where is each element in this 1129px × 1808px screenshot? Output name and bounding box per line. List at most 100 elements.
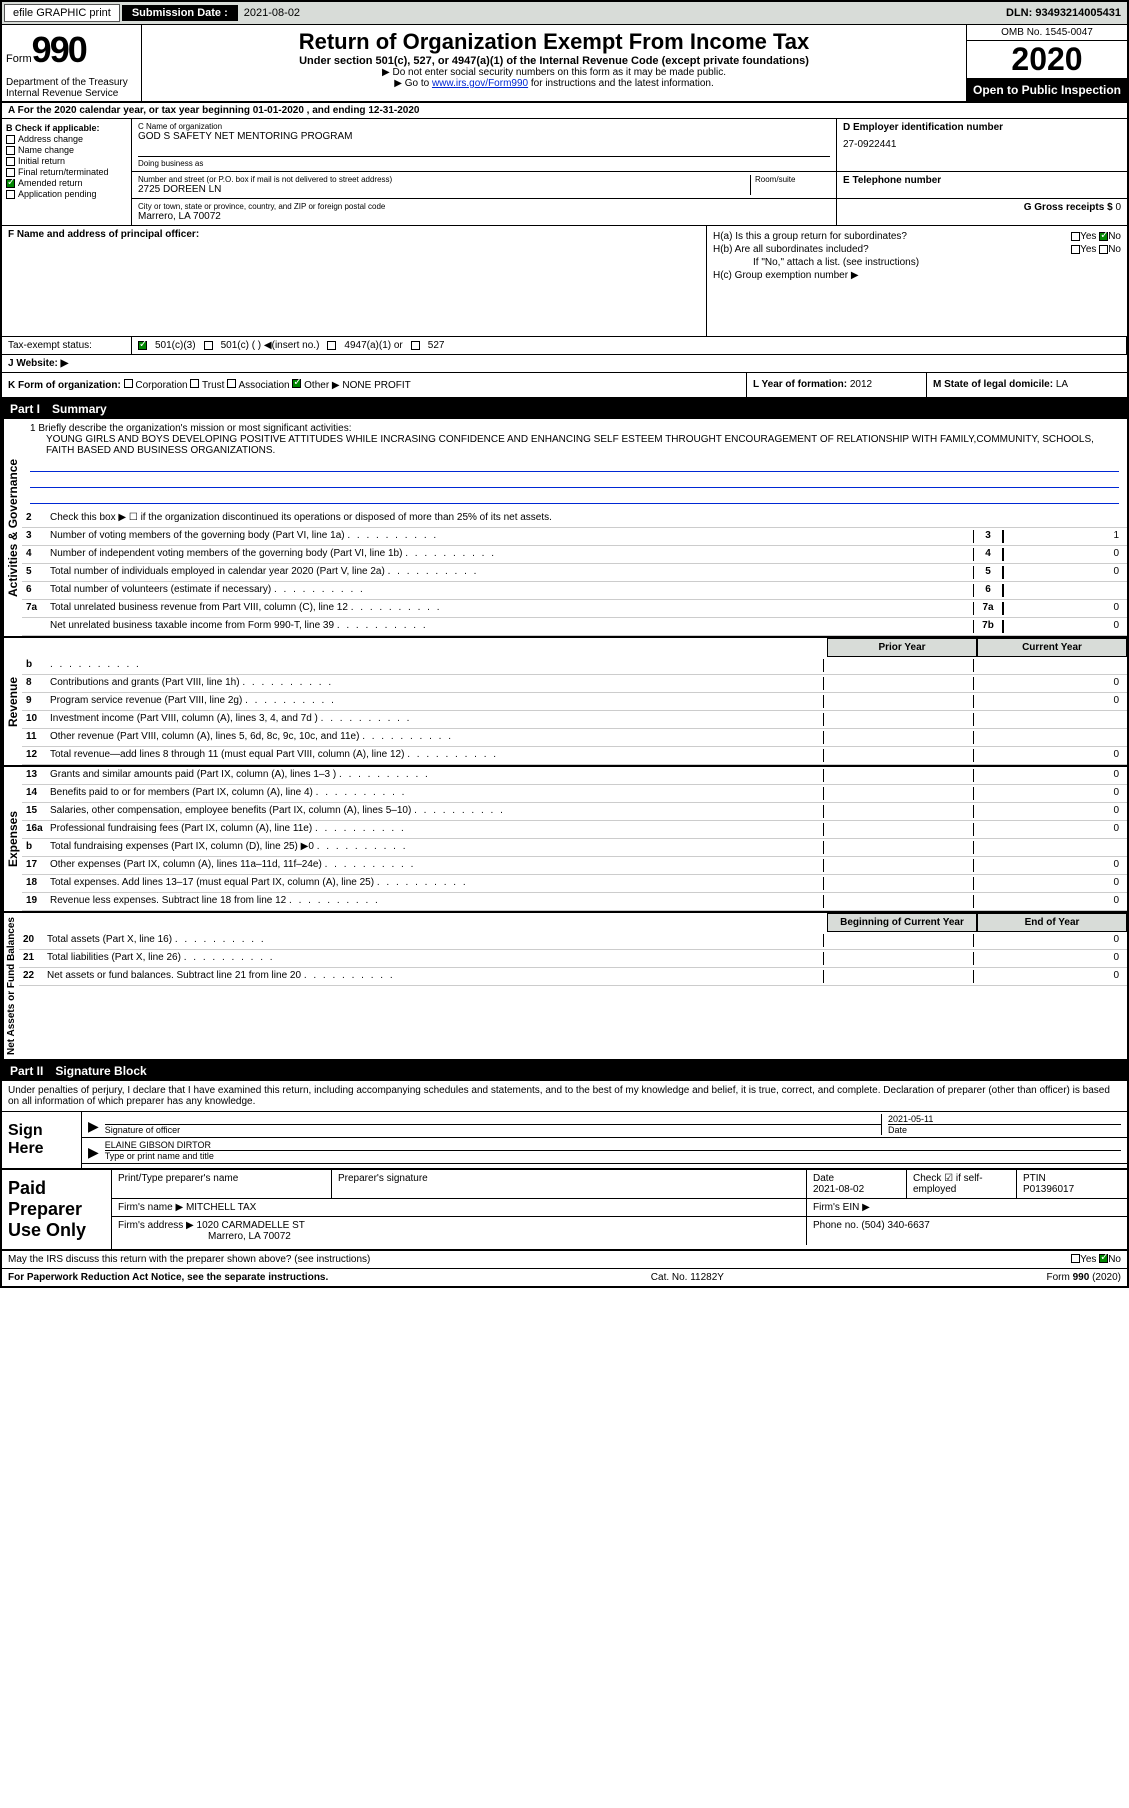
note-pre: ▶ Go to: [394, 78, 432, 89]
org-name-block: C Name of organization GOD S SAFETY NET …: [132, 119, 837, 171]
line-15: 15Salaries, other compensation, employee…: [22, 803, 1127, 821]
hb-no[interactable]: [1099, 245, 1108, 254]
chk-4947[interactable]: [327, 341, 336, 350]
chk-other[interactable]: [292, 379, 301, 388]
col-b-checkboxes: B Check if applicable: Address change Na…: [2, 119, 132, 225]
form-subtitle: Under section 501(c), 527, or 4947(a)(1)…: [150, 55, 958, 67]
dln: DLN: 93493214005431: [1000, 5, 1127, 21]
submission-date: 2021-08-02: [238, 5, 306, 21]
cat-no: Cat. No. 11282Y: [328, 1272, 1046, 1283]
vtab-exp: Expenses: [2, 767, 22, 911]
form-footer: Form 990 (2020): [1047, 1272, 1121, 1283]
line-10: 10Investment income (Part VIII, column (…: [22, 711, 1127, 729]
h-a: H(a) Is this a group return for subordin…: [713, 231, 1121, 242]
line-19: 19Revenue less expenses. Subtract line 1…: [22, 893, 1127, 911]
expenses-section: Expenses 13Grants and similar amounts pa…: [2, 767, 1127, 913]
gross-receipts-block: G Gross receipts $ 0: [837, 199, 1127, 225]
chk-amended-return[interactable]: Amended return: [6, 178, 127, 188]
submission-date-label: Submission Date :: [122, 5, 238, 21]
line-17: 17Other expenses (Part IX, column (A), l…: [22, 857, 1127, 875]
form-title: Return of Organization Exempt From Incom…: [150, 29, 958, 55]
part1-no: Part I: [10, 402, 40, 416]
ein-label: D Employer identification number: [843, 122, 1003, 133]
col-k: K Form of organization: Corporation Trus…: [2, 373, 747, 397]
org-name-label: C Name of organization: [138, 122, 830, 131]
chk-trust[interactable]: [190, 379, 199, 388]
discuss-no[interactable]: [1099, 1254, 1108, 1263]
net-assets-section: Net Assets or Fund Balances Beginning of…: [2, 913, 1127, 1061]
mission-block: 1 Briefly describe the organization's mi…: [22, 419, 1127, 510]
sig-row-1: ▶ Signature of officer 2021-05-11 Date: [82, 1112, 1127, 1138]
chk-501c[interactable]: [204, 341, 213, 350]
room-label: Room/suite: [755, 175, 830, 184]
taxex-label: Tax-exempt status:: [2, 337, 132, 354]
chk-corp[interactable]: [124, 379, 133, 388]
hb-yes[interactable]: [1071, 245, 1080, 254]
group-return: H(a) Is this a group return for subordin…: [707, 226, 1127, 336]
org-name: GOD S SAFETY NET MENTORING PROGRAM: [138, 131, 830, 142]
arrow-icon: ▶: [88, 1144, 99, 1161]
line-9: 9Program service revenue (Part VIII, lin…: [22, 693, 1127, 711]
line-3: 3Number of voting members of the governi…: [22, 528, 1127, 546]
prep-selfemp: Check ☑ if self-employed: [907, 1170, 1017, 1198]
hdr-eoy: End of Year: [977, 913, 1127, 932]
sig-name: ELAINE GIBSON DIRTOR: [105, 1140, 1121, 1150]
header-left: Form990 Department of the Treasury Inter…: [2, 25, 142, 101]
line-11: 11Other revenue (Part VIII, column (A), …: [22, 729, 1127, 747]
chk-501c3[interactable]: [138, 341, 147, 350]
line-7a: 7aTotal unrelated business revenue from …: [22, 600, 1127, 618]
line-12: 12Total revenue—add lines 8 through 11 (…: [22, 747, 1127, 765]
arrow-icon: ▶: [88, 1118, 99, 1135]
signature-section: Under penalties of perjury, I declare th…: [2, 1081, 1127, 1170]
firm-ein: Firm's EIN ▶: [807, 1199, 1127, 1216]
chk-application-pending[interactable]: Application pending: [6, 189, 127, 199]
line-7b: Net unrelated business taxable income fr…: [22, 618, 1127, 636]
prep-ptin-cell: PTINP01396017: [1017, 1170, 1127, 1198]
line-2: 2Check this box ▶ ☐ if the organization …: [22, 510, 1127, 528]
line-21: 21Total liabilities (Part X, line 26) 0: [19, 950, 1127, 968]
ha-yes[interactable]: [1071, 232, 1080, 241]
part-2-header: Part II Signature Block: [2, 1061, 1127, 1081]
sig-date: 2021-05-11: [888, 1114, 1121, 1124]
vtab-rev: Revenue: [2, 638, 22, 765]
discuss-text: May the IRS discuss this return with the…: [8, 1254, 1071, 1265]
form-number: 990: [32, 29, 86, 70]
dln-value: 93493214005431: [1035, 7, 1121, 19]
website-row: J Website: ▶: [2, 355, 1127, 373]
chk-527[interactable]: [411, 341, 420, 350]
efile-print-button[interactable]: efile GRAPHIC print: [4, 4, 120, 22]
note-ssn: ▶ Do not enter social security numbers o…: [150, 67, 958, 78]
discuss-yes[interactable]: [1071, 1254, 1080, 1263]
chk-name-change[interactable]: Name change: [6, 145, 127, 155]
hdr-boy: Beginning of Current Year: [827, 913, 977, 932]
website-label: J Website: ▶: [8, 358, 68, 369]
chk-initial-return[interactable]: Initial return: [6, 156, 127, 166]
tax-exempt-row: Tax-exempt status: 501(c)(3) 501(c) ( ) …: [2, 337, 1127, 355]
prep-name-hdr: Print/Type preparer's name: [112, 1170, 332, 1198]
hdr-current: Current Year: [977, 638, 1127, 657]
phone-block: E Telephone number: [837, 172, 1127, 198]
row-k: K Form of organization: Corporation Trus…: [2, 373, 1127, 399]
prep-row-1: Print/Type preparer's name Preparer's si…: [112, 1170, 1127, 1199]
ha-no[interactable]: [1099, 232, 1108, 241]
chk-address-change[interactable]: Address change: [6, 134, 127, 144]
omb-number: OMB No. 1545-0047: [967, 25, 1127, 41]
dln-label: DLN:: [1006, 7, 1032, 19]
dba-label: Doing business as: [138, 156, 830, 168]
phone-label: E Telephone number: [843, 175, 941, 186]
addr-value: 2725 DOREEN LN: [138, 184, 750, 195]
prep-label: Paid Preparer Use Only: [2, 1170, 112, 1249]
taxex-options: 501(c)(3) 501(c) ( ) ◀(insert no.) 4947(…: [132, 337, 1127, 354]
irs-link[interactable]: www.irs.gov/Form990: [432, 78, 528, 89]
firm-name-cell: Firm's name ▶ MITCHELL TAX: [112, 1199, 807, 1216]
prep-sig-hdr: Preparer's signature: [332, 1170, 807, 1198]
chk-final-return[interactable]: Final return/terminated: [6, 167, 127, 177]
h-b-note: If "No," attach a list. (see instruction…: [713, 257, 1121, 268]
part2-title: Signature Block: [55, 1064, 146, 1078]
line-6: 6Total number of volunteers (estimate if…: [22, 582, 1127, 600]
line-5: 5Total number of individuals employed in…: [22, 564, 1127, 582]
chk-assoc[interactable]: [227, 379, 236, 388]
mission-label: 1 Briefly describe the organization's mi…: [30, 423, 1119, 434]
line-20: 20Total assets (Part X, line 16) 0: [19, 932, 1127, 950]
footer: For Paperwork Reduction Act Notice, see …: [2, 1268, 1127, 1286]
